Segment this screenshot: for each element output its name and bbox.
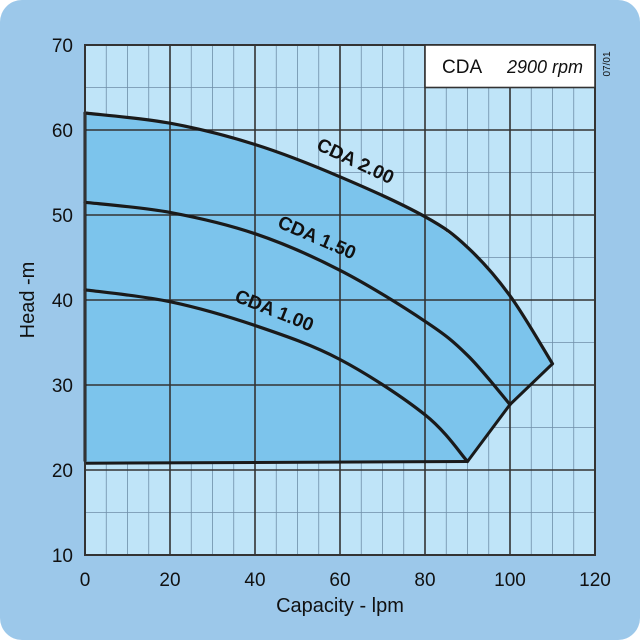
operating-region [85, 113, 553, 464]
x-tick-label: 0 [80, 570, 91, 591]
x-tick-label: 60 [329, 570, 350, 591]
x-tick-label: 80 [414, 570, 435, 591]
revision-code: 07/01 [602, 51, 613, 76]
x-tick-label: 100 [494, 570, 526, 591]
series-line [83, 200, 512, 407]
y-tick-label: 50 [52, 206, 73, 227]
legend-model: CDA [442, 57, 482, 78]
y-tick-labels: 10 20 30 40 50 60 70 [52, 36, 73, 567]
y-tick-label: 30 [52, 376, 73, 397]
series-line [83, 288, 470, 464]
y-tick-label: 40 [52, 291, 73, 312]
x-axis-label: Capacity - lpm [276, 595, 404, 617]
series-line [83, 111, 555, 366]
x-tick-labels: 0 20 40 60 80 100 120 [80, 570, 611, 591]
legend-box [424, 44, 596, 89]
y-tick-label: 60 [52, 121, 73, 142]
y-axis-label: Head -m [17, 262, 39, 339]
x-tick-label: 40 [244, 570, 265, 591]
legend-speed: 2900 rpm [506, 57, 583, 77]
plot-frame [84, 44, 596, 556]
envelope-bottom-edge [84, 460, 468, 465]
x-tick-label: 120 [579, 570, 611, 591]
y-tick-label: 70 [52, 36, 73, 57]
y-tick-label: 20 [52, 461, 73, 482]
y-tick-label: 10 [52, 546, 73, 567]
x-tick-label: 20 [159, 570, 180, 591]
